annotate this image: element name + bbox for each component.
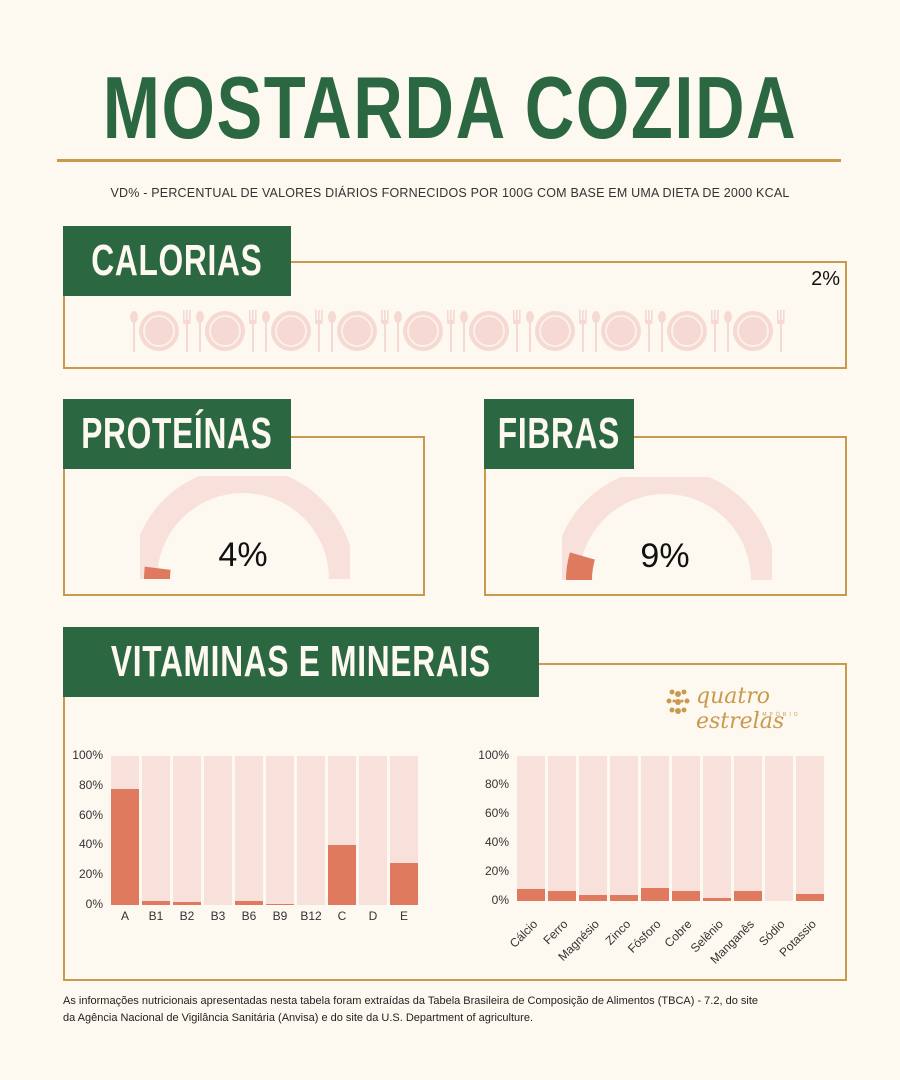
plate-with-cutlery-icon xyxy=(128,308,194,354)
y-axis-tick: 60% xyxy=(78,807,103,822)
x-axis-label: A xyxy=(120,909,129,923)
bar-value xyxy=(235,900,263,905)
bar-Cálcio xyxy=(517,756,545,901)
fibras-header: FIBRAS xyxy=(484,399,634,469)
fibras-label: FIBRAS xyxy=(497,409,621,458)
calorias-value: 2% xyxy=(811,268,840,290)
bar-Fósforo xyxy=(641,756,669,901)
bar-value xyxy=(672,890,700,901)
plate-with-cutlery-icon xyxy=(722,308,788,354)
bar-value xyxy=(610,895,638,901)
bar-B9 xyxy=(266,756,294,905)
fibras-gauge xyxy=(562,477,772,581)
bar-B1 xyxy=(142,756,170,905)
x-axis-label: B2 xyxy=(179,909,195,923)
x-axis-label: B9 xyxy=(272,909,288,923)
bar-D xyxy=(359,756,387,905)
brand-logo: quatro estrelas EMPÓRIO xyxy=(664,684,824,734)
bar-C xyxy=(328,756,356,905)
proteinas-value: 4% xyxy=(218,536,268,574)
bar-value xyxy=(390,863,418,905)
footnote-line-1: As informações nutricionais apresentadas… xyxy=(63,995,758,1007)
bar-value xyxy=(548,890,576,901)
x-axis-label: B6 xyxy=(241,909,257,923)
logo-name: quatro estrelas xyxy=(696,684,785,734)
bar-Cobre xyxy=(672,756,700,901)
plate-with-cutlery-icon xyxy=(590,308,656,354)
bar-value xyxy=(641,887,669,901)
bar-value xyxy=(328,845,356,905)
source-footnote: As informações nutricionais apresentadas… xyxy=(63,993,853,1027)
y-axis-tick: 0% xyxy=(491,893,509,907)
bar-value xyxy=(703,898,731,901)
x-axis-label: C xyxy=(337,909,347,923)
y-axis-tick: 100% xyxy=(478,748,509,762)
bar-B12 xyxy=(297,756,325,905)
bar-E xyxy=(390,756,418,905)
vitaminas-label: VITAMINAS E MINERAIS xyxy=(111,637,491,686)
bar-value xyxy=(173,902,201,905)
bar-value xyxy=(517,889,545,901)
x-axis-label: E xyxy=(399,909,408,923)
y-axis-tick: 20% xyxy=(484,864,509,878)
bar-A xyxy=(111,756,139,905)
y-axis-tick: 20% xyxy=(78,867,103,882)
x-axis-label: Cálcio xyxy=(506,917,540,951)
page-title: MOSTARDA COZIDA xyxy=(102,58,798,157)
y-axis-tick: 0% xyxy=(85,897,103,911)
calorias-label: CALORIAS xyxy=(91,236,263,285)
y-axis-tick: 60% xyxy=(484,806,509,820)
y-axis-tick: 40% xyxy=(484,835,509,849)
minerais-chart: 100% 80% 60% 40% 20% 0% Cálcio Ferro Magnésio Zin… xyxy=(470,748,840,968)
plate-with-cutlery-icon xyxy=(260,308,326,354)
bar-B2 xyxy=(173,756,201,905)
y-axis-tick: 100% xyxy=(72,748,103,762)
bar-value xyxy=(142,900,170,905)
x-axis-label: B12 xyxy=(300,909,322,923)
bar-Selênio xyxy=(703,756,731,901)
bar-B6 xyxy=(235,756,263,905)
plate-with-cutlery-icon xyxy=(194,308,260,354)
y-axis-tick: 80% xyxy=(78,777,103,792)
bar-value xyxy=(796,893,824,901)
bar-B3 xyxy=(204,756,232,905)
proteinas-header: PROTEÍNAS xyxy=(63,399,291,469)
title-divider xyxy=(57,159,841,162)
fibras-panel xyxy=(484,436,847,596)
bar-Potassio xyxy=(796,756,824,901)
bar-Ferro xyxy=(548,756,576,901)
bar-Magnésio xyxy=(579,756,607,901)
x-axis-label: B3 xyxy=(210,909,226,923)
plate-with-cutlery-icon xyxy=(524,308,590,354)
fibras-value: 9% xyxy=(640,537,690,575)
plate-with-cutlery-icon xyxy=(656,308,722,354)
proteinas-label: PROTEÍNAS xyxy=(81,409,273,458)
plate-with-cutlery-icon xyxy=(326,308,392,354)
vitaminas-header: VITAMINAS E MINERAIS xyxy=(63,627,539,697)
calorias-panel xyxy=(63,261,847,369)
bar-value xyxy=(579,895,607,901)
floral-emblem-icon xyxy=(666,689,690,714)
page-subtitle: VD% - PERCENTUAL DE VALORES DIÁRIOS FORN… xyxy=(110,186,790,200)
bar-value xyxy=(111,788,139,905)
y-axis-tick: 80% xyxy=(484,777,509,791)
bar-Zinco xyxy=(610,756,638,901)
y-axis-tick: 40% xyxy=(78,837,103,852)
logo-subtext: EMPÓRIO xyxy=(756,712,801,718)
x-axis-label: Fósforo xyxy=(625,917,664,956)
bar-Sódio xyxy=(765,756,793,901)
proteinas-gauge xyxy=(140,476,350,580)
bar-value xyxy=(266,903,294,905)
x-axis-label: D xyxy=(368,909,378,923)
plate-with-cutlery-icon xyxy=(392,308,458,354)
calorias-header: CALORIAS xyxy=(63,226,291,296)
footnote-line-2: da Agência Nacional de Vigilância Sanitá… xyxy=(63,1012,534,1024)
plate-with-cutlery-icon xyxy=(458,308,524,354)
vitaminas-chart: 100% 80% 60% 40% 20% 0% A B1 B2 B3 B6 B9 B12 C D E xyxy=(60,748,430,928)
calorias-plate-row xyxy=(128,308,788,354)
x-axis-label: B1 xyxy=(148,909,164,923)
bar-value xyxy=(734,890,762,901)
bar-Manganês xyxy=(734,756,762,901)
